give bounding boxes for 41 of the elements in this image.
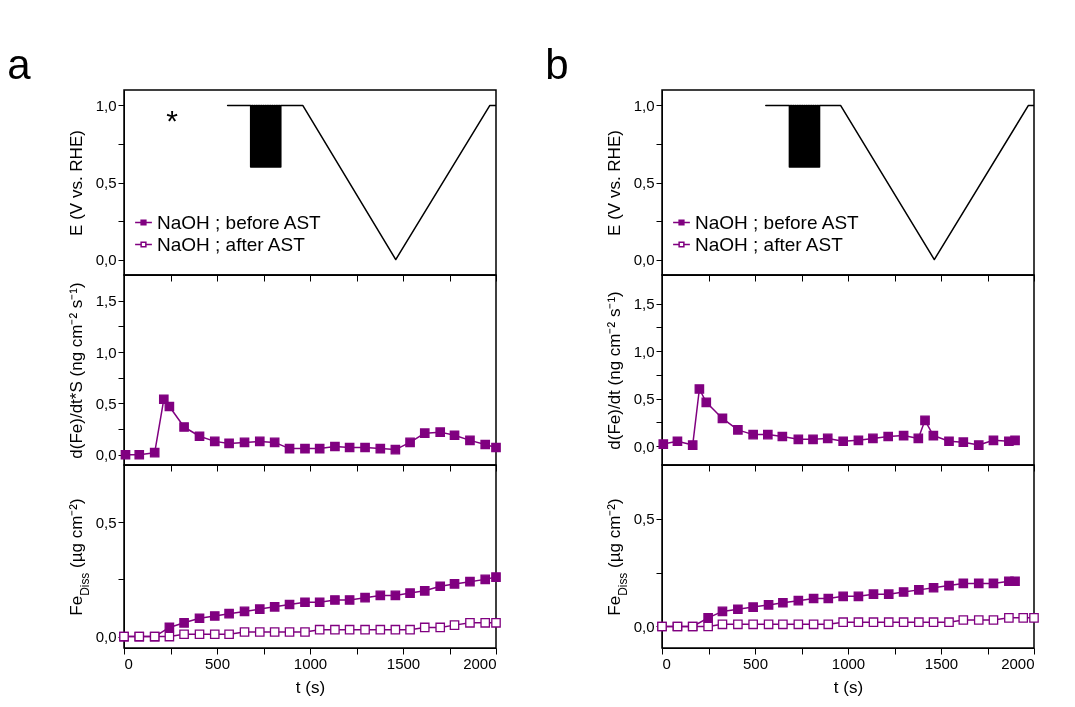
x-tick-label: 1000 [831, 654, 866, 672]
y-axis-title: E (V vs. RHE) [604, 130, 624, 236]
y-tick-label: 0,5 [633, 390, 655, 407]
y-tick-label: 1,0 [633, 342, 655, 360]
y-tick-label: 0,0 [95, 628, 117, 646]
y-tick-label: 0,0 [633, 617, 655, 635]
legend-label: NaOH ; before AST [157, 211, 322, 233]
x-tick-label: 1500 [924, 654, 959, 672]
y-tick-label: 0,5 [633, 174, 655, 191]
legend-label: NaOH ; before AST [695, 211, 860, 233]
y-tick-label: 1,0 [633, 96, 655, 114]
x-tick-label: 2000 [463, 654, 497, 672]
y-axis-title: d(Fe)/dt (ng cm⁻² s⁻¹) [604, 291, 624, 450]
y-tick-label: 1,5 [95, 292, 117, 310]
y-tick-label: 1,5 [633, 295, 655, 312]
chart-title: b [545, 41, 569, 88]
y-tick-label: 0,0 [633, 437, 655, 455]
y-tick-label: 0,0 [95, 251, 117, 269]
x-axis-title: t (s) [295, 677, 326, 697]
legend-label: NaOH ; after AST [157, 233, 306, 255]
x-axis-title: t (s) [833, 677, 864, 697]
x-tick-label: 0 [124, 654, 133, 672]
chart-title: a [7, 41, 32, 88]
y-tick-label: 1,0 [95, 96, 117, 114]
y-tick-label: 0,0 [95, 446, 117, 464]
x-tick-label: 1000 [293, 654, 328, 672]
x-tick-label: 0 [662, 654, 671, 672]
x-tick-label: 500 [742, 654, 769, 672]
y-tick-label: 1,0 [95, 343, 117, 361]
y-tick-label: 0,5 [95, 513, 117, 531]
y-axis-title: E (V vs. RHE) [66, 130, 86, 236]
y-tick-label: 0,5 [95, 394, 117, 412]
y-axis-title: d(Fe)/dt*S (ng cm⁻² s⁻¹) [66, 282, 86, 459]
y-tick-label: 0,0 [633, 251, 655, 269]
x-tick-label: 1500 [386, 654, 421, 672]
x-tick-label: 500 [204, 654, 231, 672]
annotation: * [166, 104, 179, 137]
y-tick-label: 0,5 [633, 510, 655, 528]
legend-label: NaOH ; after AST [695, 233, 844, 255]
x-tick-label: 2000 [1001, 654, 1035, 672]
y-tick-label: 0,5 [95, 174, 117, 191]
